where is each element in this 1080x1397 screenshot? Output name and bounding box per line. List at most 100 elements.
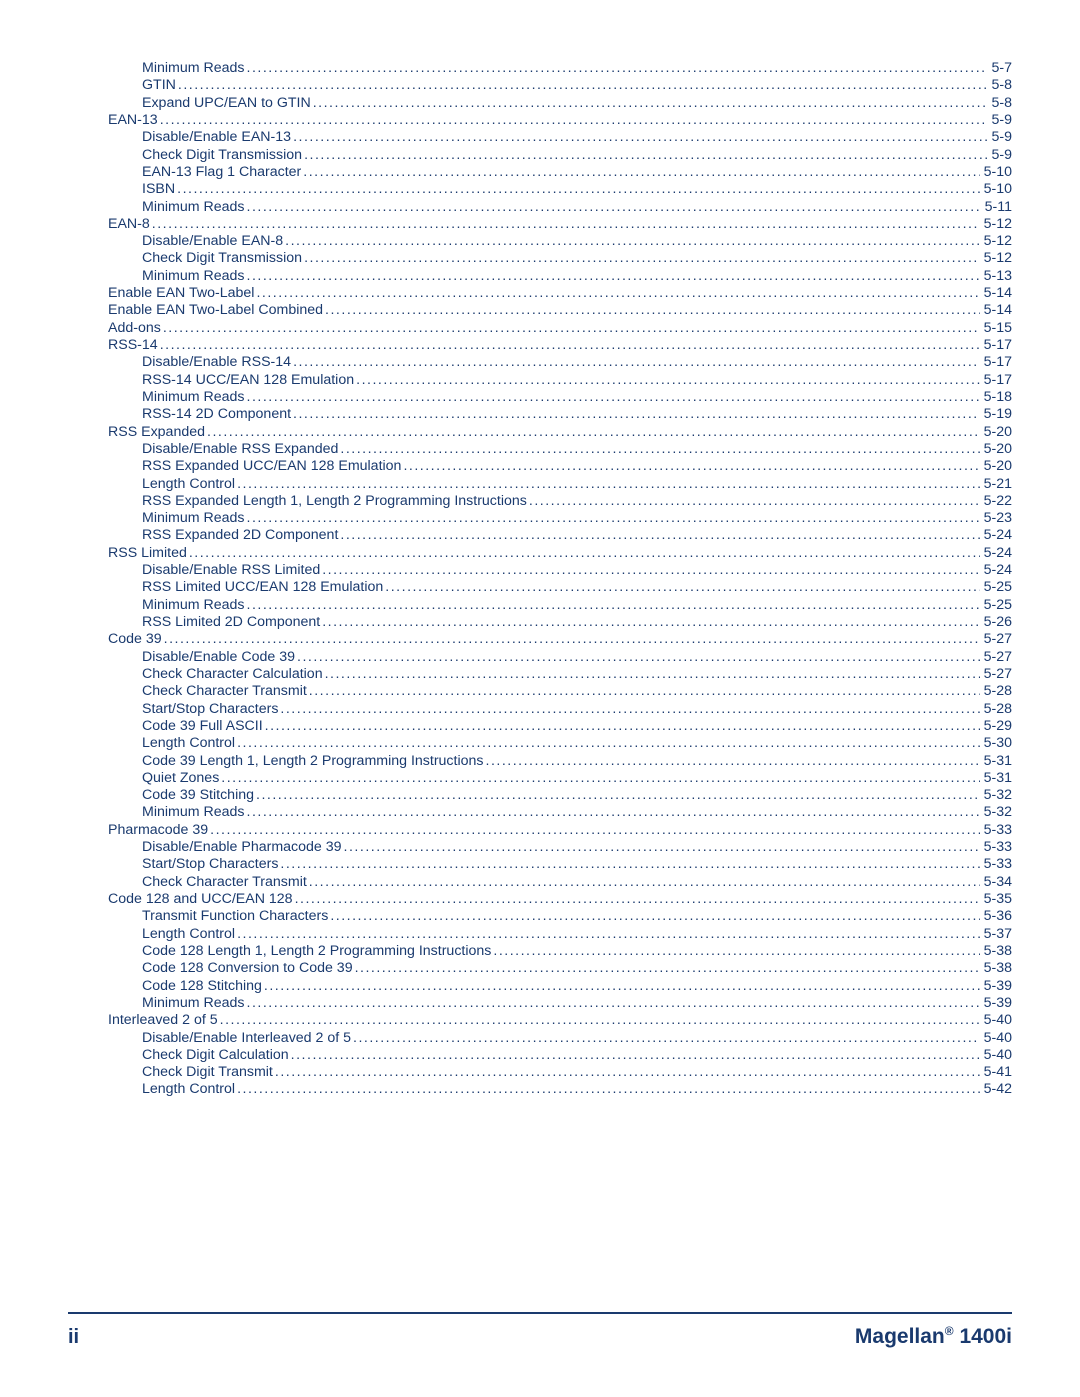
toc-entry-page: 5-17: [982, 354, 1012, 371]
toc-entry[interactable]: RSS Limited 2D Component5-26: [68, 614, 1012, 631]
toc-entry[interactable]: Enable EAN Two-Label5-14: [68, 285, 1012, 302]
toc-leader-dots: [152, 216, 980, 233]
toc-entry[interactable]: RSS Limited5-24: [68, 545, 1012, 562]
toc-entry[interactable]: Expand UPC/EAN to GTIN5-8: [68, 95, 1012, 112]
toc-entry-page: 5-20: [982, 441, 1012, 458]
toc-entry[interactable]: Minimum Reads5-7: [68, 60, 1012, 77]
toc-leader-dots: [493, 943, 979, 960]
toc-entry[interactable]: Minimum Reads5-32: [68, 804, 1012, 821]
toc-entry[interactable]: Start/Stop Characters5-28: [68, 701, 1012, 718]
toc-entry[interactable]: Check Digit Transmit5-41: [68, 1064, 1012, 1081]
toc-entry[interactable]: EAN-85-12: [68, 216, 1012, 233]
toc-entry-label: Code 39: [108, 631, 162, 648]
toc-entry-label: Code 128 Length 1, Length 2 Programming …: [142, 943, 491, 960]
toc-entry-label: Check Character Transmit: [142, 683, 307, 700]
toc-leader-dots: [210, 822, 979, 839]
footer-row: ii Magellan® 1400i: [68, 1324, 1012, 1349]
toc-leader-dots: [280, 856, 979, 873]
toc-entry[interactable]: Check Character Transmit5-28: [68, 683, 1012, 700]
toc-entry-page: 5-33: [982, 822, 1012, 839]
toc-leader-dots: [207, 424, 980, 441]
toc-entry-label: Code 128 Conversion to Code 39: [142, 960, 353, 977]
toc-entry-page: 5-27: [982, 649, 1012, 666]
toc-entry[interactable]: RSS-145-17: [68, 337, 1012, 354]
toc-entry[interactable]: Transmit Function Characters5-36: [68, 908, 1012, 925]
toc-entry[interactable]: Minimum Reads5-11: [68, 199, 1012, 216]
toc-entry[interactable]: Disable/Enable Interleaved 2 of 55-40: [68, 1030, 1012, 1047]
toc-entry[interactable]: EAN-13 Flag 1 Character5-10: [68, 164, 1012, 181]
toc-leader-dots: [280, 701, 979, 718]
toc-entry[interactable]: Check Character Calculation5-27: [68, 666, 1012, 683]
toc-entry[interactable]: Interleaved 2 of 55-40: [68, 1012, 1012, 1029]
toc-entry[interactable]: Check Character Transmit5-34: [68, 874, 1012, 891]
toc-entry-page: 5-14: [982, 302, 1012, 319]
toc-entry-label: Transmit Function Characters: [142, 908, 328, 925]
toc-entry-page: 5-8: [989, 95, 1012, 112]
toc-entry-label: Check Digit Calculation: [142, 1047, 289, 1064]
toc-entry[interactable]: EAN-135-9: [68, 112, 1012, 129]
toc-entry[interactable]: RSS Expanded 2D Component5-24: [68, 527, 1012, 544]
toc-entry[interactable]: Length Control5-37: [68, 926, 1012, 943]
footer-product: Magellan® 1400i: [855, 1324, 1012, 1349]
toc-entry[interactable]: Code 395-27: [68, 631, 1012, 648]
toc-leader-dots: [330, 908, 979, 925]
toc-entry[interactable]: RSS Limited UCC/EAN 128 Emulation5-25: [68, 579, 1012, 596]
toc-leader-dots: [247, 804, 980, 821]
toc-entry[interactable]: GTIN5-8: [68, 77, 1012, 94]
toc-entry[interactable]: Check Digit Transmission5-12: [68, 250, 1012, 267]
toc-entry[interactable]: RSS-14 2D Component5-19: [68, 406, 1012, 423]
toc-leader-dots: [309, 683, 980, 700]
toc-entry[interactable]: Code 128 Length 1, Length 2 Programming …: [68, 943, 1012, 960]
toc-leader-dots: [256, 787, 980, 804]
toc-entry[interactable]: Length Control5-30: [68, 735, 1012, 752]
toc-entry[interactable]: RSS-14 UCC/EAN 128 Emulation5-17: [68, 372, 1012, 389]
toc-entry[interactable]: RSS Expanded Length 1, Length 2 Programm…: [68, 493, 1012, 510]
toc-entry[interactable]: RSS Expanded UCC/EAN 128 Emulation5-20: [68, 458, 1012, 475]
toc-entry[interactable]: Code 128 Stitching5-39: [68, 978, 1012, 995]
toc-entry[interactable]: ISBN5-10: [68, 181, 1012, 198]
toc-entry[interactable]: Code 39 Length 1, Length 2 Programming I…: [68, 753, 1012, 770]
toc-entry[interactable]: Minimum Reads5-18: [68, 389, 1012, 406]
toc-entry[interactable]: Add-ons5-15: [68, 320, 1012, 337]
toc-entry-page: 5-32: [982, 787, 1012, 804]
toc-entry[interactable]: Minimum Reads5-23: [68, 510, 1012, 527]
toc-entry[interactable]: Length Control5-21: [68, 476, 1012, 493]
toc-entry[interactable]: Minimum Reads5-25: [68, 597, 1012, 614]
toc-entry[interactable]: Disable/Enable RSS Expanded5-20: [68, 441, 1012, 458]
toc-entry[interactable]: Disable/Enable Code 395-27: [68, 649, 1012, 666]
toc-entry[interactable]: Disable/Enable EAN-135-9: [68, 129, 1012, 146]
toc-entry[interactable]: Minimum Reads5-39: [68, 995, 1012, 1012]
toc-entry[interactable]: Start/Stop Characters5-33: [68, 856, 1012, 873]
toc-entry[interactable]: Check Digit Transmission5-9: [68, 147, 1012, 164]
toc-entry-label: Start/Stop Characters: [142, 856, 278, 873]
toc-entry-label: Enable EAN Two-Label Combined: [108, 302, 323, 319]
toc-entry[interactable]: Disable/Enable Pharmacode 395-33: [68, 839, 1012, 856]
toc-entry[interactable]: Disable/Enable EAN-85-12: [68, 233, 1012, 250]
toc-entry[interactable]: Enable EAN Two-Label Combined 5-14: [68, 302, 1012, 319]
toc-entry[interactable]: Disable/Enable RSS Limited5-24: [68, 562, 1012, 579]
toc-leader-dots: [275, 1064, 980, 1081]
toc-entry[interactable]: Code 128 and UCC/EAN 1285-35: [68, 891, 1012, 908]
toc-entry[interactable]: Pharmacode 395-33: [68, 822, 1012, 839]
toc-entry-page: 5-13: [982, 268, 1012, 285]
toc-entry[interactable]: Quiet Zones5-31: [68, 770, 1012, 787]
toc-entry-label: Length Control: [142, 1081, 235, 1098]
toc-entry-page: 5-17: [982, 337, 1012, 354]
toc-entry-page: 5-40: [982, 1012, 1012, 1029]
toc-entry-page: 5-33: [982, 839, 1012, 856]
toc-leader-dots: [486, 753, 980, 770]
toc-entry[interactable]: Minimum Reads5-13: [68, 268, 1012, 285]
toc-entry[interactable]: Length Control5-42: [68, 1081, 1012, 1098]
toc-entry-label: Disable/Enable RSS Limited: [142, 562, 320, 579]
toc-leader-dots: [265, 718, 980, 735]
toc-entry[interactable]: Disable/Enable RSS-145-17: [68, 354, 1012, 371]
toc-entry[interactable]: RSS Expanded5-20: [68, 424, 1012, 441]
toc-entry-page: 5-9: [989, 129, 1012, 146]
toc-entry-page: 5-25: [982, 597, 1012, 614]
toc-entry-label: GTIN: [142, 77, 176, 94]
toc-entry[interactable]: Code 39 Stitching5-32: [68, 787, 1012, 804]
toc-entry[interactable]: Code 39 Full ASCII5-29: [68, 718, 1012, 735]
toc-leader-dots: [304, 147, 987, 164]
toc-entry[interactable]: Code 128 Conversion to Code 395-38: [68, 960, 1012, 977]
toc-entry[interactable]: Check Digit Calculation5-40: [68, 1047, 1012, 1064]
